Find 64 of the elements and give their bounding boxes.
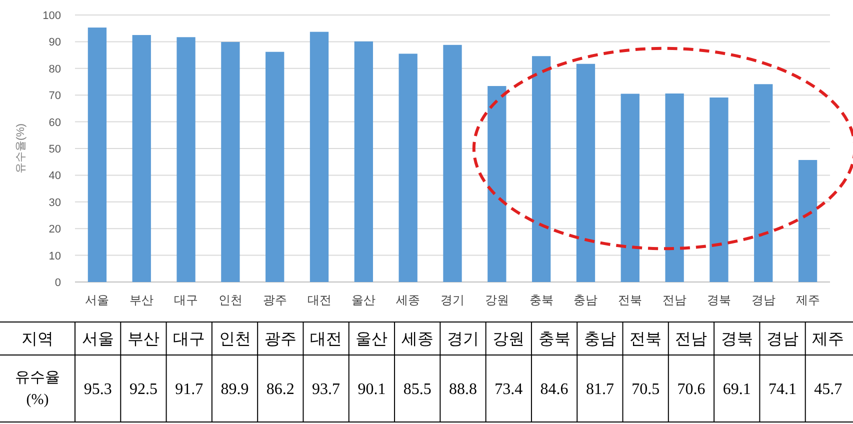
data-label: 88.8 [449,381,477,398]
data-label: 70.6 [677,381,706,398]
bar [576,64,596,282]
y-tick-label: 40 [48,170,61,182]
data-label: 93.7 [312,381,340,398]
y-tick-label: 10 [48,250,61,262]
x-tick-label: 울산 [352,293,376,307]
data-label: 86.2 [266,381,294,398]
bar [665,94,684,282]
y-tick-label: 70 [48,90,61,102]
bar [132,35,151,282]
bar [266,52,284,282]
bar [798,160,818,282]
data-label: 45.7 [814,381,842,398]
x-tick-label: 세종 [396,293,420,307]
bar [488,86,506,282]
x-tick-label: 전북 [618,293,642,307]
x-tick-label: 경북 [706,293,731,307]
x-tick-label: 인천 [218,293,242,307]
bar [620,94,640,282]
data-label: 69.1 [722,381,751,398]
y-axis-title: 유수율(%) [15,123,27,174]
bar [710,98,728,282]
x-tick-label: 대구 [174,293,198,307]
data-label: 91.7 [175,381,204,398]
y-tick-label: 100 [42,10,61,22]
data-label: 85.5 [403,381,432,398]
x-tick-label: 대전 [307,293,332,307]
data-label: 81.7 [586,381,614,398]
data-label: 95.3 [84,381,112,398]
data-label: 70.5 [632,381,660,398]
y-tick-label: 80 [48,63,61,76]
x-tick-label: 광주 [262,293,287,307]
x-tick-label: 충북 [529,293,554,307]
y-tick-label: 20 [48,224,61,236]
data-label: 89.9 [220,381,249,398]
bar [354,41,374,282]
x-tick-label: 제주 [796,293,820,307]
bar [532,56,551,282]
y-tick-label: 30 [48,196,61,209]
bar [176,37,196,282]
x-tick-label: 경남 [751,293,776,307]
x-tick-label: 경기 [440,293,464,307]
value-table: 지역 유수율 (%) 서울 95.3 부산 92.5 대구 91.7 인천 89.9 광주 86.2 대전 93.7 울산 90.1 세종 85.5 경기 88.8 강원 73.4 충북 84.6 충남 81.7 전북 70.5 전남 70.6 경북 69.1 경남 74.1 제주 45.7 [0,322,853,422]
x-tick-label: 충남 [574,293,598,307]
data-label: 74.1 [768,381,797,398]
bar [88,28,107,282]
bar [398,54,418,282]
x-tick-label: 강원 [484,293,509,307]
data-label: 84.6 [540,381,568,398]
y-tick-label: 60 [48,116,61,129]
y-tick-label: 0 [54,277,61,289]
x-tick-label: 서울 [85,293,110,307]
x-tick-label: 부산 [130,293,154,307]
data-label: 90.1 [358,381,386,398]
y-tick-label: 90 [48,36,61,49]
bar [443,44,462,282]
bar [754,84,773,282]
data-label: 73.4 [494,381,523,398]
bar [221,42,240,282]
y-tick-label: 50 [48,144,61,156]
x-tick-label: 전남 [662,293,687,307]
bar [310,32,329,282]
data-label: 92.5 [129,381,158,398]
